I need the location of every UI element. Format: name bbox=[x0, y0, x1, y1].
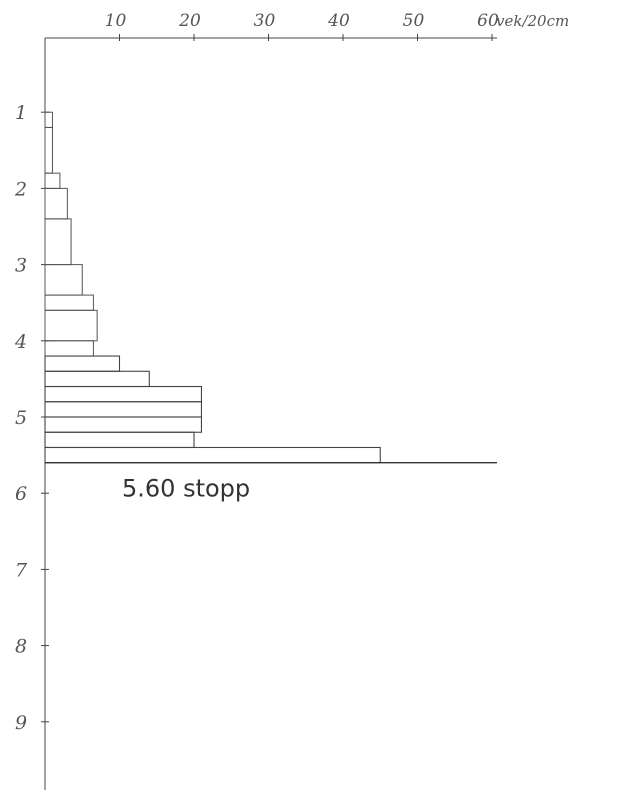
x-tick-label: 30 bbox=[254, 11, 276, 31]
x-ticks: 10 20 30 40 50 60 bbox=[105, 11, 499, 41]
y-tick-label: 4 bbox=[14, 331, 27, 353]
blow-count-bar bbox=[44, 355, 121, 372]
blow-count-bar bbox=[44, 126, 53, 174]
blow-count-bar bbox=[44, 431, 195, 449]
blow-count-bar bbox=[44, 340, 94, 357]
blow-count-bar bbox=[44, 309, 98, 342]
y-axis: 1 2 3 4 5 6 7 8 9 bbox=[14, 38, 49, 790]
y-ticks: 1 2 3 4 5 6 7 8 9 bbox=[14, 102, 49, 734]
x-tick-label: 20 bbox=[178, 11, 201, 31]
blow-count-bar bbox=[44, 218, 72, 266]
y-tick-label: 5 bbox=[15, 407, 27, 429]
blow-count-bar bbox=[44, 294, 94, 311]
x-tick-label: 60 bbox=[477, 11, 499, 31]
y-tick-label: 9 bbox=[15, 712, 27, 734]
blow-count-bar bbox=[44, 187, 68, 220]
y-tick-label: 1 bbox=[15, 102, 27, 124]
stop-label: 5.60 stopp bbox=[122, 475, 250, 503]
blow-count-bar bbox=[44, 264, 83, 296]
y-tick-label: 6 bbox=[15, 483, 27, 505]
blow-count-bar bbox=[44, 401, 202, 418]
x-tick-label: 50 bbox=[403, 11, 425, 31]
y-tick-label: 3 bbox=[15, 255, 27, 277]
x-tick-label: 40 bbox=[327, 11, 350, 31]
x-axis-label: vek/20cm bbox=[496, 12, 569, 30]
blow-count-bars bbox=[44, 111, 381, 464]
blow-count-bar bbox=[44, 172, 61, 189]
blow-count-bar bbox=[44, 446, 381, 464]
y-tick-label: 8 bbox=[15, 636, 27, 658]
blow-count-bar bbox=[44, 416, 202, 433]
blow-count-bar bbox=[44, 370, 150, 388]
y-tick-label: 2 bbox=[14, 178, 27, 200]
y-tick-label: 7 bbox=[15, 559, 28, 581]
x-tick-label: 10 bbox=[105, 11, 127, 31]
x-axis: 10 20 30 40 50 60 vek/20cm bbox=[45, 11, 569, 41]
blow-count-bar bbox=[44, 385, 202, 403]
blow-count-bar bbox=[44, 111, 53, 128]
